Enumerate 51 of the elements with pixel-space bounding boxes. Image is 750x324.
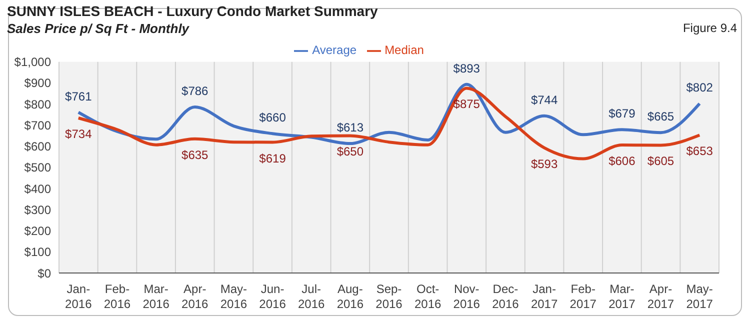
x-tick-label: Mar-2017 [608, 282, 636, 311]
y-tick-label: $0 [38, 266, 52, 280]
data-label: $635 [182, 148, 209, 162]
y-tick-label: $600 [24, 140, 52, 154]
x-tick-label: Sep-2016 [376, 282, 403, 311]
data-label: $613 [336, 120, 364, 135]
data-label: $893 [453, 61, 480, 76]
data-label: $744 [530, 92, 558, 107]
y-tick-label: $1,000 [14, 55, 52, 70]
y-tick-label: $100 [24, 245, 52, 260]
data-label: $875 [453, 97, 480, 112]
data-label: $665 [647, 110, 674, 124]
legend-label: Median [384, 43, 424, 57]
x-tick-label: Oct-2016 [414, 282, 442, 311]
y-tick-label: $500 [24, 160, 52, 175]
data-label: $660 [259, 110, 286, 125]
y-tick-label: $900 [24, 76, 52, 90]
x-tick-label: Nov-2016 [453, 282, 480, 311]
x-tick-label: Apr-2017 [647, 282, 674, 311]
x-tick-label: Dec-2016 [492, 282, 520, 311]
y-tick-label: $800 [24, 97, 52, 112]
chart-subtitle: Sales Price p/ Sq Ft - Monthly [7, 21, 190, 36]
x-tick-label: Jul-2016 [298, 282, 326, 311]
x-tick-label: May-2016 [220, 282, 248, 311]
data-label: $650 [336, 144, 364, 159]
data-label: $606 [608, 154, 636, 168]
x-tick-label: May-2017 [686, 282, 714, 311]
chart-title: SUNNY ISLES BEACH - Luxury Condo Market Summary [7, 3, 378, 19]
x-tick-label: Apr-2016 [182, 282, 209, 311]
data-label: $653 [686, 144, 714, 158]
x-tick-label: Jan-2017 [530, 282, 558, 311]
x-tick-label: Jan-2016 [65, 282, 92, 311]
x-tick-label: Feb-2016 [104, 282, 131, 311]
x-tick-label: Feb-2017 [570, 282, 597, 311]
x-tick-label: Mar-2016 [142, 282, 170, 311]
data-label: $761 [65, 89, 92, 104]
data-label: $786 [182, 84, 209, 98]
data-label: $734 [65, 127, 92, 141]
data-label: $605 [647, 154, 674, 168]
data-label: $802 [686, 80, 714, 95]
x-tick-label: Aug-2016 [336, 282, 364, 311]
x-tick-label: Jun-2016 [259, 282, 286, 311]
caption: Figure 9.4 [682, 21, 737, 35]
y-tick-label: $300 [24, 202, 52, 217]
data-label: $619 [259, 151, 286, 166]
y-tick-label: $400 [24, 182, 52, 196]
data-label: $679 [608, 106, 636, 121]
y-tick-label: $700 [24, 118, 52, 132]
y-tick-label: $200 [24, 224, 52, 238]
data-label: $593 [530, 156, 558, 171]
legend-label: Average [312, 43, 357, 57]
